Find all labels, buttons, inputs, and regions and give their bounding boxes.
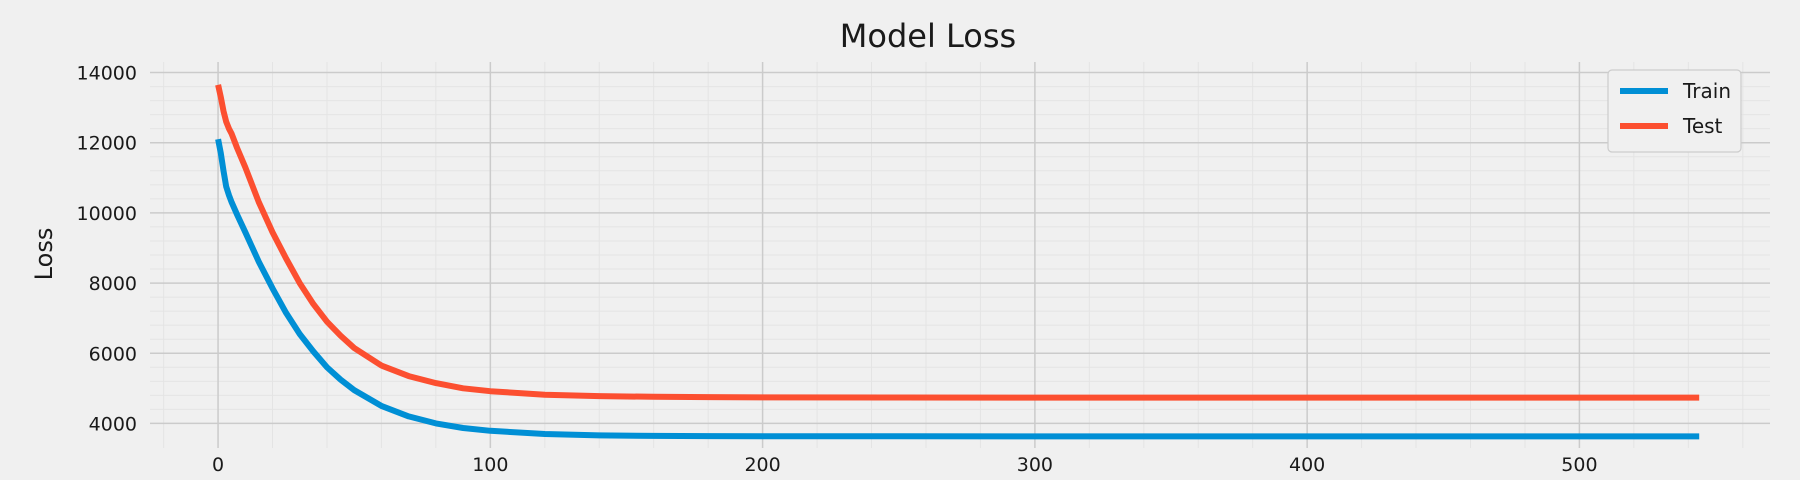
x-tick-label: 0 [212,454,224,476]
x-tick-label: 300 [1017,454,1053,476]
legend-label-train: Train [1682,79,1731,103]
major-gridlines [150,62,1770,448]
x-tick-label: 400 [1289,454,1325,476]
y-axis-title: Loss [30,228,58,281]
legend: Train Test [1607,69,1742,153]
series-line-train [215,138,1700,440]
x-tick-label: 100 [472,454,508,476]
chart-title: Model Loss [840,17,1016,55]
y-tick-label: 14000 [77,63,137,85]
y-tick-label: 8000 [89,273,137,295]
y-tick-label: 4000 [89,413,137,435]
x-tick-label: 500 [1561,454,1597,476]
series-layer [215,84,1700,440]
series-line-test [215,84,1700,401]
y-tick-label: 6000 [89,343,137,365]
x-tick-label: 200 [744,454,780,476]
x-tick-labels: 0 100 200 300 400 500 [212,454,1598,476]
y-tick-labels: 4000 6000 8000 10000 12000 14000 [77,63,137,436]
legend-label-test: Test [1682,114,1723,138]
y-tick-label: 12000 [77,133,137,155]
y-tick-label: 10000 [77,203,137,225]
